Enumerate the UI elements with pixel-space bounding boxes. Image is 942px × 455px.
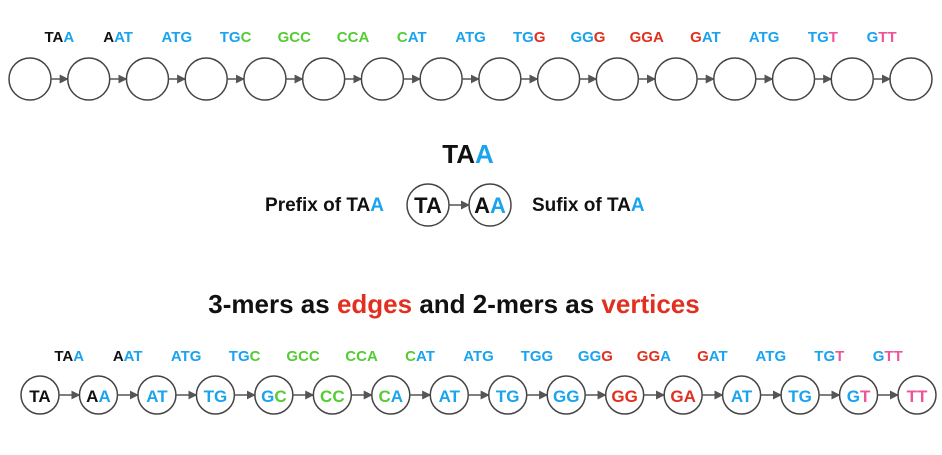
row1-kmer-labels: TAA AAT ATG TGC GCC CCA CAT ATG TGG GGG GGA GAT ATG T…: [44, 29, 896, 46]
row3-kmer-label: GGA: [637, 348, 671, 365]
row3-node-label: CA: [379, 387, 404, 406]
row3-kmer-label: GAT: [697, 348, 728, 365]
row3-kmer-label: GCC: [286, 348, 320, 365]
row1-node: [771, 57, 816, 101]
row3-node-label: GG: [611, 387, 637, 406]
suffix-label: Sufix of TAA: [532, 195, 645, 216]
row3-kmer-label: ATG: [756, 348, 787, 365]
row3-kmer-label: TGC: [229, 348, 261, 365]
example-edge: TA AA: [406, 183, 512, 227]
row3-debruijn-path: TA AA AT TG GC CC CA AT TG GG GG GA AT TG GT TT: [20, 375, 937, 415]
row3-kmer-label: GGG: [578, 348, 613, 365]
row1-kmer-label: GGA: [630, 29, 664, 46]
row1-kmer-label: GGG: [570, 29, 605, 46]
row1-path: [8, 57, 933, 101]
row3-kmer-labels: TAA AAT ATG TGC GCC CCA CAT ATG TGG GGG GGA GAT ATG T…: [54, 348, 902, 365]
row1-kmer-label: CCA: [337, 29, 370, 46]
row3-node-label: AT: [731, 387, 753, 406]
row3-kmer-label: TAA: [54, 348, 84, 365]
row3-kmer-label: ATG: [463, 348, 494, 365]
row1-kmer-label: AAT: [103, 29, 133, 46]
row1-kmer-label: TGG: [513, 29, 546, 46]
row1-node: [8, 57, 52, 101]
row1-node: [66, 57, 111, 101]
row1-node: [478, 57, 522, 101]
row3-node-label: TG: [788, 387, 812, 406]
row1-node: [595, 57, 640, 101]
row1-node: [184, 57, 228, 101]
row1-node: [301, 57, 346, 101]
row3-kmer-label: CAT: [405, 348, 435, 365]
prefix-node-label: TA: [414, 193, 442, 218]
row3-node-label: AA: [86, 387, 111, 406]
row1-node: [889, 57, 933, 101]
suffix-node-label: AA: [474, 193, 506, 218]
row3-node-label: TA: [29, 387, 50, 406]
row1-kmer-label: GAT: [690, 29, 721, 46]
row1-node: [419, 57, 463, 101]
row3-node-label: GG: [553, 387, 579, 406]
row1-kmer-label: ATG: [455, 29, 486, 46]
row1-kmer-label: TAA: [44, 29, 74, 46]
row3-kmer-label: TGG: [521, 348, 554, 365]
row1-node: [654, 57, 698, 101]
row1-kmer-label: ATG: [162, 29, 193, 46]
row1-kmer-label: TGC: [220, 29, 252, 46]
row3-kmer-label: GTT: [873, 348, 903, 365]
row1-kmer-label: TGT: [808, 29, 838, 46]
row1-kmer-label: ATG: [749, 29, 780, 46]
row3-kmer-label: CCA: [345, 348, 378, 365]
row1-kmer-label: GCC: [278, 29, 312, 46]
row1-kmer-label: CAT: [397, 29, 427, 46]
row3-node-label: GT: [847, 387, 871, 406]
row3-node-label: TG: [496, 387, 520, 406]
row3-node-label: GC: [261, 387, 287, 406]
row3-node-label: TG: [204, 387, 228, 406]
section-title: 3-mers as edges and 2-mers as vertices: [208, 289, 699, 319]
row3-kmer-label: ATG: [171, 348, 202, 365]
row3-kmer-label: TGT: [814, 348, 844, 365]
row1-node: [125, 57, 170, 101]
row3-node-label: GA: [670, 387, 696, 406]
row1-node: [830, 57, 875, 101]
row1-node: [243, 57, 287, 101]
row1-node: [713, 57, 757, 101]
row3-kmer-label: AAT: [113, 348, 143, 365]
row3-node-label: CC: [320, 387, 345, 406]
row3-node-label: AT: [439, 387, 461, 406]
row3-node-label: TT: [907, 387, 928, 406]
row3-node-label: AT: [146, 387, 168, 406]
row1-node: [536, 57, 581, 101]
row1-node: [360, 57, 405, 101]
prefix-label: Prefix of TAA: [265, 195, 384, 216]
row3-node: [897, 375, 937, 415]
example-kmer-heading: TAA: [442, 139, 494, 169]
row1-kmer-label: GTT: [867, 29, 897, 46]
